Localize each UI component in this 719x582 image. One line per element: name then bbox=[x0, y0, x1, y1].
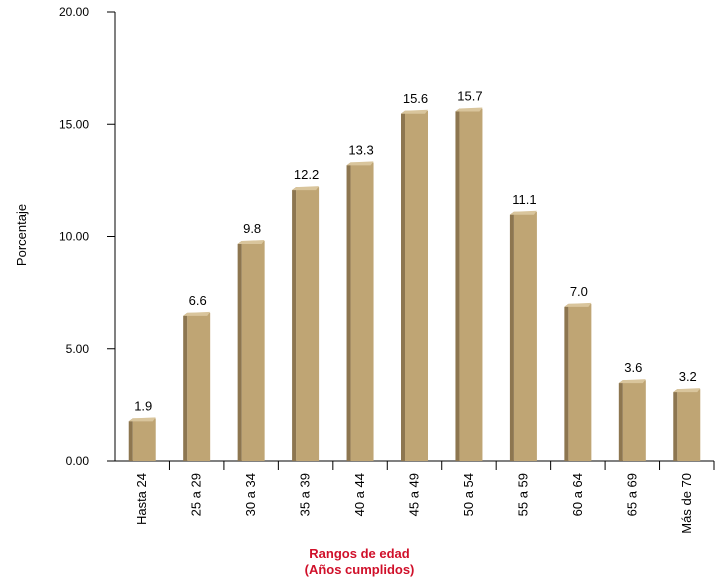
bar-top bbox=[455, 107, 483, 112]
bar-top bbox=[618, 379, 646, 384]
value-label: 12.2 bbox=[294, 167, 319, 182]
bar-front bbox=[622, 380, 646, 461]
bar-front bbox=[677, 389, 701, 461]
y-axis-title: Porcentaje bbox=[14, 204, 29, 266]
bar bbox=[237, 239, 265, 461]
bar-side bbox=[292, 187, 297, 462]
value-label: 3.2 bbox=[679, 369, 697, 384]
x-tick-label: 30 a 34 bbox=[243, 473, 258, 516]
bar-front bbox=[568, 303, 592, 461]
value-label: 9.8 bbox=[243, 221, 261, 236]
value-label: 13.3 bbox=[348, 142, 373, 157]
bar bbox=[292, 186, 320, 462]
bar-top bbox=[292, 186, 320, 191]
bar-top bbox=[237, 239, 265, 244]
bar-top bbox=[128, 417, 156, 422]
x-tick-label: Hasta 24 bbox=[134, 473, 149, 525]
bar-side bbox=[564, 303, 569, 461]
bar-side bbox=[401, 110, 405, 461]
bar-side bbox=[673, 389, 678, 461]
x-axis-title: Rangos de edad (Años cumplidos) bbox=[0, 546, 719, 577]
bar bbox=[346, 161, 374, 462]
bar-front bbox=[132, 418, 156, 461]
bar-side bbox=[346, 162, 351, 462]
x-tick-label: 55 a 59 bbox=[515, 473, 530, 516]
bar bbox=[401, 109, 428, 461]
value-label: 6.6 bbox=[189, 293, 207, 308]
bar bbox=[183, 311, 211, 461]
x-tick-label: 35 a 39 bbox=[298, 473, 313, 516]
value-label: 15.7 bbox=[457, 89, 482, 104]
y-tick-label: 0.00 bbox=[66, 454, 90, 468]
y-tick-label: 5.00 bbox=[66, 342, 90, 356]
bar bbox=[509, 210, 537, 461]
bar-top bbox=[509, 210, 537, 215]
bar bbox=[673, 388, 701, 461]
x-axis-title-line1: Rangos de edad bbox=[309, 546, 410, 561]
x-axis: Hasta 24 25 a 29 30 a 34 35 a 39 40 a 44 45 a… bbox=[115, 460, 715, 534]
x-tick-label: 60 a 64 bbox=[570, 473, 585, 516]
y-tick-label: 15.00 bbox=[59, 117, 89, 131]
bar-side bbox=[509, 211, 514, 461]
bar-front bbox=[187, 312, 211, 461]
bars bbox=[128, 107, 701, 462]
bar-side bbox=[618, 380, 623, 461]
bar-front bbox=[241, 240, 265, 461]
bar-top bbox=[183, 311, 211, 316]
value-label: 1.9 bbox=[134, 398, 152, 413]
x-axis-title-line2: (Años cumplidos) bbox=[304, 562, 415, 577]
bar-top bbox=[673, 388, 701, 393]
value-label: 11.1 bbox=[512, 192, 536, 207]
x-tick-label: Más de 70 bbox=[679, 473, 694, 534]
value-labels: 1.9 6.6 9.8 12.2 13.3 15.6 15.7 11.1 7.0 3.6 3.2 bbox=[134, 89, 697, 414]
bar-side bbox=[455, 108, 460, 461]
x-tick-label: 40 a 44 bbox=[352, 473, 367, 516]
bar bbox=[128, 417, 156, 461]
bar-top bbox=[401, 109, 428, 114]
bar-front bbox=[513, 211, 537, 461]
bar-top bbox=[346, 161, 374, 166]
value-label: 15.6 bbox=[403, 91, 428, 106]
y-axis: 0.00 5.00 10.00 15.00 20.00 bbox=[59, 5, 116, 468]
bar-front bbox=[350, 162, 374, 462]
bar bbox=[618, 379, 646, 461]
y-tick-label: 10.00 bbox=[59, 230, 89, 244]
bar-side bbox=[183, 312, 188, 461]
bar-front bbox=[459, 108, 483, 461]
x-tick-label: 25 a 29 bbox=[189, 473, 204, 516]
value-label: 7.0 bbox=[570, 284, 588, 299]
bar bbox=[455, 107, 483, 461]
bar-front bbox=[296, 187, 320, 462]
x-tick-label: 45 a 49 bbox=[407, 473, 422, 516]
bar-top bbox=[564, 302, 592, 307]
y-tick-label: 20.00 bbox=[59, 5, 89, 19]
x-tick-label: 50 a 54 bbox=[461, 473, 476, 516]
x-tick-label: 65 a 69 bbox=[624, 473, 639, 516]
bar-side bbox=[237, 240, 242, 461]
value-label: 3.6 bbox=[624, 360, 642, 375]
bar-side bbox=[128, 418, 133, 461]
bar-front bbox=[405, 110, 428, 461]
bar bbox=[564, 302, 592, 461]
